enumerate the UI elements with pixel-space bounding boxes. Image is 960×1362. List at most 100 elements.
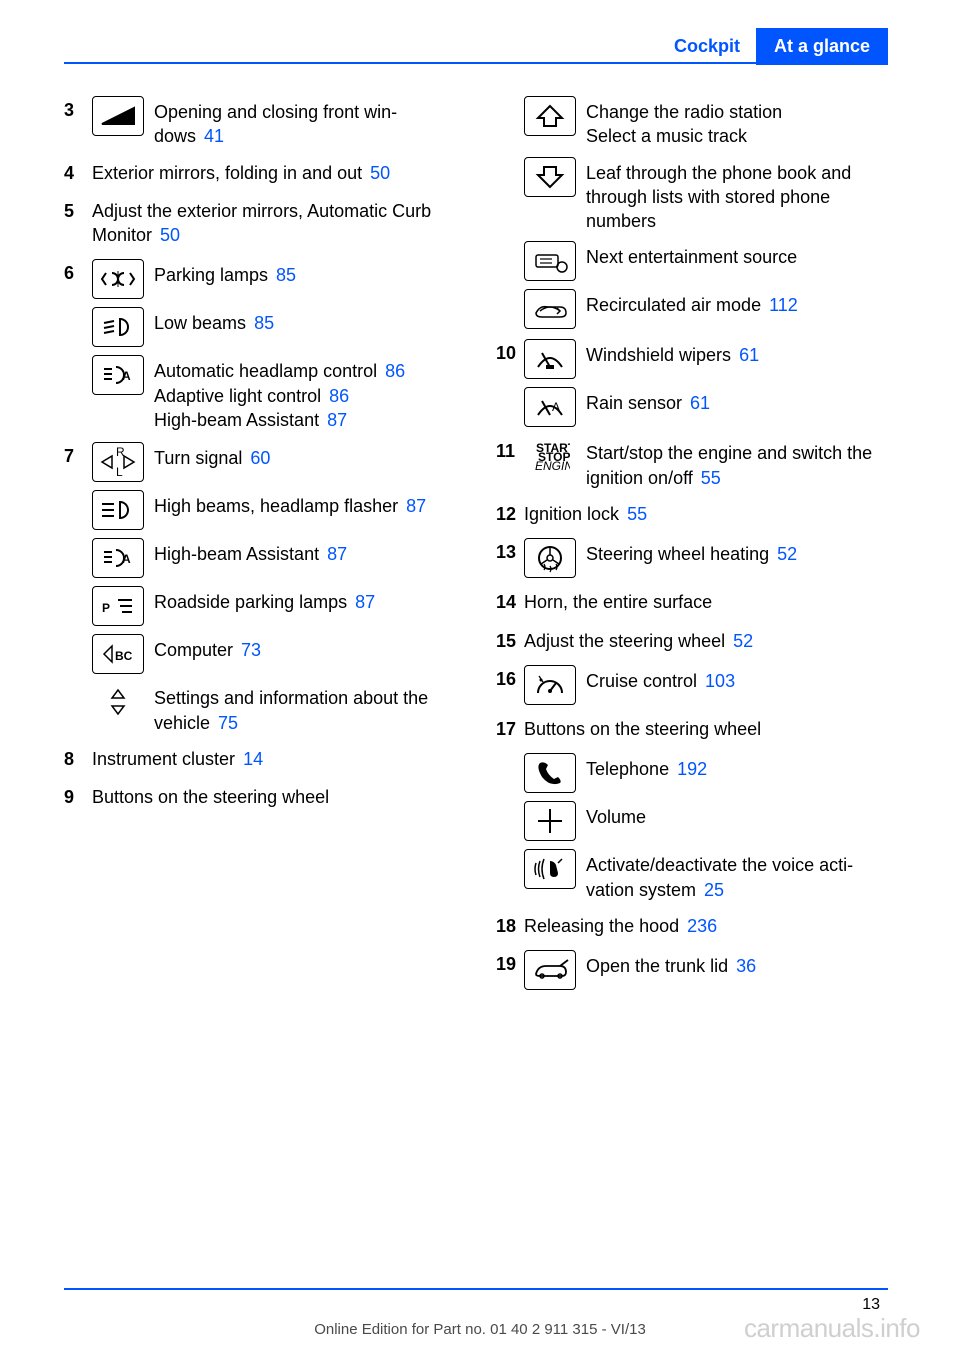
item-number: 11 (496, 437, 524, 462)
roadside-parking-icon (92, 586, 144, 626)
item-number: 12 (496, 500, 524, 525)
arrow-up-icon (524, 96, 576, 136)
entry-text: Turn signal (154, 448, 242, 468)
list-item: 11 Start/stop the engine and switch the i… (496, 437, 888, 490)
entry-text: High beams, head­lamp flasher (154, 496, 398, 516)
list-item: 18Releasing the hood236 (496, 912, 888, 940)
low-beam-icon (92, 307, 144, 347)
footer-edition-text: Online Edition for Part no. 01 40 2 911 … (0, 1321, 960, 1338)
entry-text: Roadside parking lamps (154, 592, 347, 612)
item-number: 13 (496, 538, 524, 563)
entry-text: Automatic headlamp con­trol (154, 361, 377, 381)
window-icon (92, 96, 144, 136)
sub-entry: Next entertainment source (524, 241, 888, 281)
page-reference[interactable]: 87 (327, 410, 347, 430)
page-reference[interactable]: 87 (406, 496, 426, 516)
list-item: 4Exterior mirrors, folding in and out 50 (64, 159, 456, 187)
page-reference[interactable]: 50 (160, 225, 180, 245)
page-reference[interactable]: 55 (627, 504, 647, 524)
entry-text: Steering wheel heating (586, 544, 769, 564)
list-item: Telephone192VolumeActivate/deactivate th… (496, 753, 888, 902)
page-reference[interactable]: 192 (677, 759, 707, 779)
trunk-icon (524, 950, 576, 990)
page-reference[interactable]: 236 (687, 916, 717, 936)
entry-text: Rain sensor (586, 393, 682, 413)
entry-text: Adjust the steering wheel (524, 631, 725, 651)
entry-text: Cruise control (586, 671, 697, 691)
entry-text: Horn, the entire surface (524, 592, 712, 612)
computer-icon (92, 634, 144, 674)
sub-entry: Rain sensor 61 (524, 387, 888, 427)
entry-text: Start/stop the engine and switch the ign… (586, 443, 872, 487)
page-reference[interactable]: 86 (329, 386, 349, 406)
sub-entry: Roadside parking lamps 87 (92, 586, 456, 626)
list-item: 8Instrument cluster14 (64, 745, 456, 773)
entry-text: Buttons on the steering wheel (92, 787, 329, 807)
page-reference[interactable]: 52 (777, 544, 797, 564)
list-item: 9Buttons on the steering wheel (64, 783, 456, 811)
header-section-box: At a glance (756, 28, 888, 65)
entry-text: Computer (154, 640, 233, 660)
page-reference[interactable]: 60 (250, 448, 270, 468)
list-item: 15Adjust the steering wheel52 (496, 627, 888, 655)
cruise-icon (524, 665, 576, 705)
page-reference[interactable]: 103 (705, 671, 735, 691)
page-number: 13 (862, 1296, 880, 1314)
entry-text: Opening and closing front win­dows (154, 102, 397, 146)
entry-text: Low beams (154, 313, 246, 333)
page-reference[interactable]: 50 (370, 163, 390, 183)
page-reference[interactable]: 55 (701, 468, 721, 488)
entry-text: High-beam Assistant (154, 410, 319, 430)
entry-text: Open the trunk lid (586, 956, 728, 976)
sub-entry: Telephone 192 (524, 753, 888, 793)
auto-headlamp-icon (92, 538, 144, 578)
entry-text: Recirculated air mode (586, 295, 761, 315)
parking-lamps-icon (92, 259, 144, 299)
page-reference[interactable]: 85 (254, 313, 274, 333)
entry-text: Next entertainment source (586, 247, 797, 267)
page-reference[interactable]: 25 (704, 880, 724, 900)
list-item: 17Buttons on the steering wheel (496, 715, 888, 743)
item-number: 16 (496, 665, 524, 690)
arrow-down-icon (524, 157, 576, 197)
phone-icon (524, 753, 576, 793)
footer-divider (64, 1288, 888, 1290)
header-divider (64, 62, 888, 64)
item-number: 5 (64, 197, 92, 222)
sub-entry: Computer 73 (92, 634, 456, 674)
page-reference[interactable]: 75 (218, 713, 238, 733)
entry-text: Instrument cluster (92, 749, 235, 769)
entry-text: Settings and information about the vehic… (154, 688, 428, 732)
src-icon (524, 241, 576, 281)
entry-text: Parking lamps (154, 265, 268, 285)
entry-text: Volume (586, 807, 646, 827)
page-reference[interactable]: 41 (204, 126, 224, 146)
volume-icon (524, 801, 576, 841)
page-reference[interactable]: 61 (739, 345, 759, 365)
header-breadcrumb-link[interactable]: Cockpit (674, 36, 740, 57)
entry-text: Exterior mirrors, folding in and out (92, 163, 362, 183)
item-number: 18 (496, 912, 524, 937)
item-number: 4 (64, 159, 92, 184)
page-reference[interactable]: 87 (355, 592, 375, 612)
item-number: 17 (496, 715, 524, 740)
page-reference[interactable]: 73 (241, 640, 261, 660)
page-reference[interactable]: 87 (327, 544, 347, 564)
entry-text: Telephone (586, 759, 669, 779)
turn-signal-icon (92, 442, 144, 482)
page-reference[interactable]: 14 (243, 749, 263, 769)
list-item: 6Parking lamps85Low beams85Automatic hea… (64, 259, 456, 432)
item-number: 9 (64, 783, 92, 808)
page-reference[interactable]: 52 (733, 631, 753, 651)
page-reference[interactable]: 112 (769, 295, 798, 315)
entry-text: Select a music track (586, 126, 747, 146)
page-reference[interactable]: 85 (276, 265, 296, 285)
page-reference[interactable]: 86 (385, 361, 405, 381)
page-reference[interactable]: 61 (690, 393, 710, 413)
updown-icon (92, 682, 144, 722)
content-columns: 3Opening and closing front win­dows414Ex… (64, 96, 888, 1000)
list-item: 19Open the trunk lid36 (496, 950, 888, 990)
startstop-icon (524, 437, 576, 477)
page-reference[interactable]: 36 (736, 956, 756, 976)
list-item: 16 Cruise control 103 (496, 665, 888, 705)
